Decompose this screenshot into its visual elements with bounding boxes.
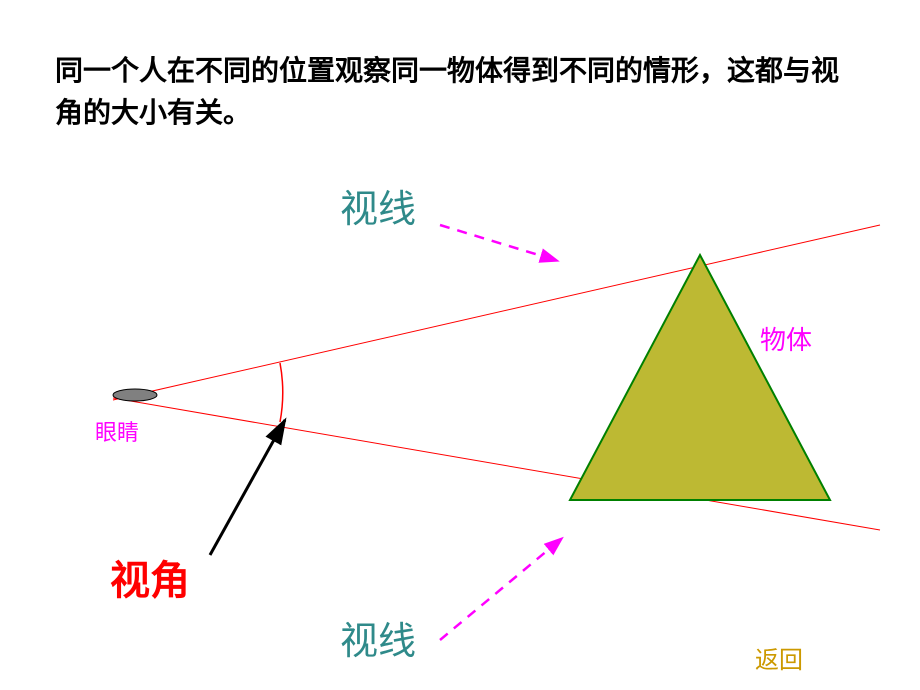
angle-pointer-arrow bbox=[210, 420, 285, 555]
sightline-bottom-label: 视线 bbox=[340, 610, 416, 665]
return-link[interactable]: 返回 bbox=[755, 640, 803, 675]
object-label: 物体 bbox=[760, 320, 812, 357]
sightline-bottom-dash-arrow bbox=[440, 540, 560, 640]
sightline-top-line bbox=[113, 225, 880, 400]
eye-icon bbox=[113, 389, 157, 401]
sightline-top-dash-arrow bbox=[440, 225, 555, 260]
object-triangle bbox=[570, 255, 830, 500]
viewing-angle-label: 视角 bbox=[110, 548, 190, 606]
sightline-top-label: 视线 bbox=[340, 178, 416, 233]
angle-arc bbox=[280, 363, 283, 422]
eye-label: 眼睛 bbox=[95, 415, 139, 447]
